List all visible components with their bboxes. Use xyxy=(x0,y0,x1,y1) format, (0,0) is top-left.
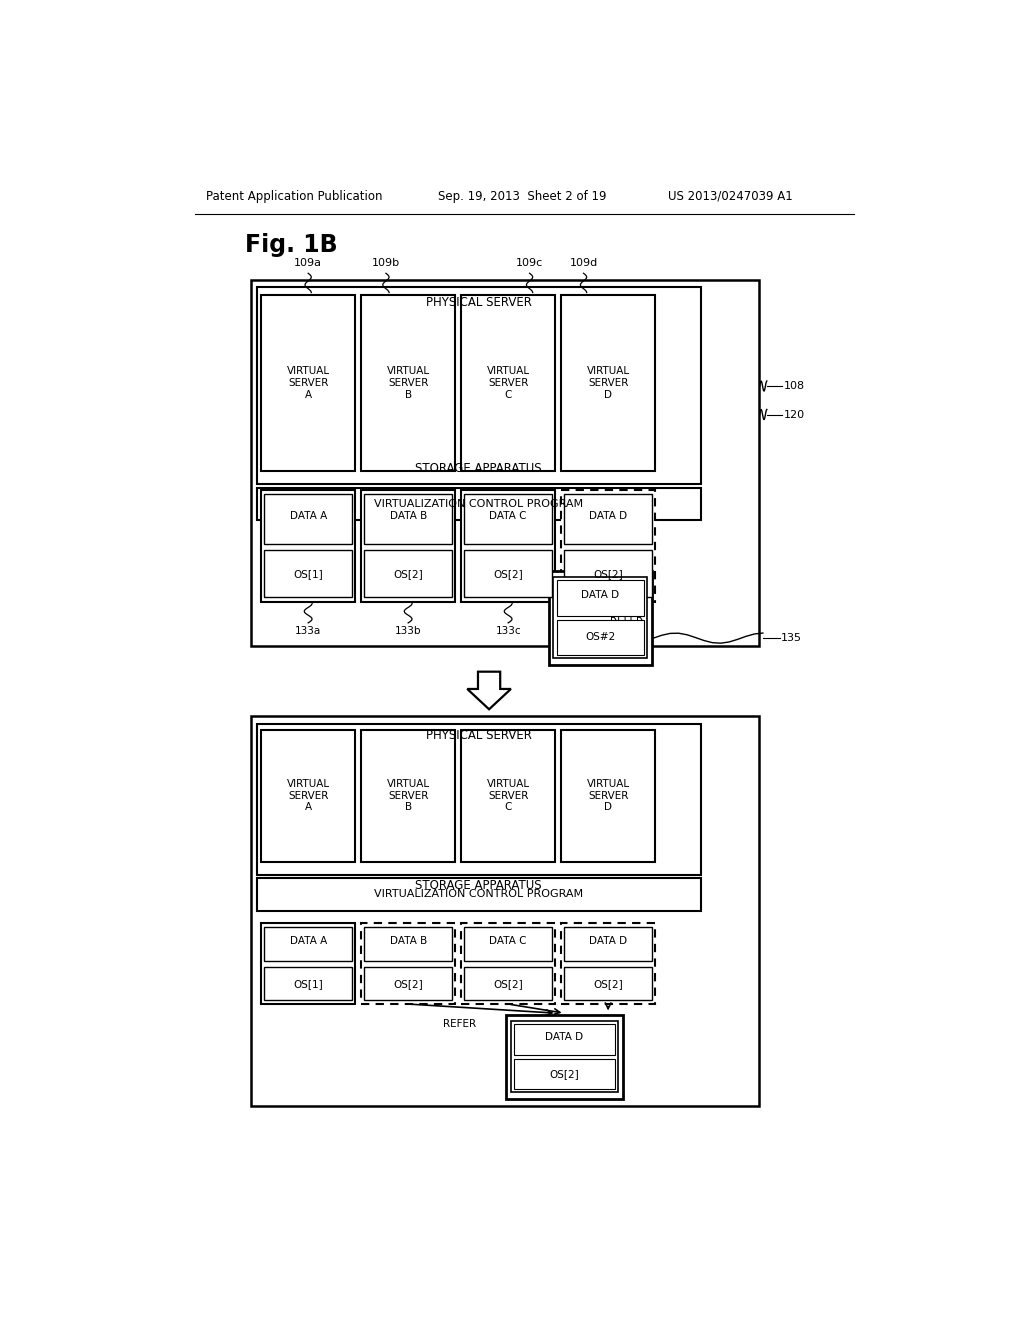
Text: DATA D: DATA D xyxy=(589,936,627,946)
Bar xyxy=(251,280,759,647)
Bar xyxy=(257,288,701,483)
Text: OS[2]: OS[2] xyxy=(494,569,523,578)
Bar xyxy=(361,730,455,862)
Bar xyxy=(257,878,701,911)
Bar xyxy=(261,923,355,1005)
Bar xyxy=(365,968,452,1001)
Bar xyxy=(461,923,555,1005)
Bar xyxy=(465,549,552,598)
Text: VIRTUAL
SERVER
B: VIRTUAL SERVER B xyxy=(387,367,430,400)
Text: VIRTUAL
SERVER
C: VIRTUAL SERVER C xyxy=(486,779,529,812)
Bar xyxy=(264,968,352,1001)
Bar xyxy=(564,968,652,1001)
Text: Sep. 19, 2013  Sheet 2 of 19: Sep. 19, 2013 Sheet 2 of 19 xyxy=(437,190,606,202)
Text: 109b: 109b xyxy=(372,259,400,268)
Text: 135: 135 xyxy=(781,634,802,643)
Text: Fig. 1B: Fig. 1B xyxy=(246,232,338,257)
Bar xyxy=(264,927,352,961)
Bar xyxy=(365,494,452,544)
Text: DATA C: DATA C xyxy=(489,936,527,946)
Bar xyxy=(553,577,647,659)
Bar xyxy=(465,968,552,1001)
Bar xyxy=(506,1015,624,1098)
Bar xyxy=(564,494,652,544)
Bar xyxy=(251,717,759,1106)
Bar xyxy=(365,549,452,598)
Bar xyxy=(461,294,555,471)
Text: PHYSICAL SERVER: PHYSICAL SERVER xyxy=(426,296,531,309)
Text: OS[2]: OS[2] xyxy=(494,978,523,989)
Text: REFER: REFER xyxy=(610,612,643,623)
Text: OS#2: OS#2 xyxy=(585,632,615,642)
Bar xyxy=(257,723,701,875)
Bar xyxy=(557,581,644,615)
Text: STORAGE APPARATUS: STORAGE APPARATUS xyxy=(416,462,542,475)
Bar xyxy=(511,1022,618,1093)
Bar xyxy=(264,549,352,598)
Bar xyxy=(465,494,552,544)
Bar xyxy=(264,494,352,544)
Text: VIRTUAL
SERVER
D: VIRTUAL SERVER D xyxy=(587,367,630,400)
Bar xyxy=(361,294,455,471)
Text: OS[2]: OS[2] xyxy=(593,978,623,989)
Text: VIRTUAL
SERVER
C: VIRTUAL SERVER C xyxy=(486,367,529,400)
Bar xyxy=(361,490,455,602)
Text: OS[2]: OS[2] xyxy=(593,569,623,578)
Text: DATA B: DATA B xyxy=(389,936,427,946)
Bar xyxy=(365,927,452,961)
Text: VIRTUALIZATION CONTROL PROGRAM: VIRTUALIZATION CONTROL PROGRAM xyxy=(374,499,584,510)
Bar xyxy=(261,294,355,471)
Text: OS[1]: OS[1] xyxy=(293,569,323,578)
Bar xyxy=(561,923,655,1005)
Bar xyxy=(557,620,644,656)
Text: DATA D: DATA D xyxy=(582,590,620,601)
Bar xyxy=(461,730,555,862)
Bar xyxy=(561,294,655,471)
Text: US 2013/0247039 A1: US 2013/0247039 A1 xyxy=(668,190,793,202)
Text: DATA A: DATA A xyxy=(290,936,327,946)
Text: OS[1]: OS[1] xyxy=(293,978,323,989)
Text: OS[2]: OS[2] xyxy=(393,978,423,989)
Text: DATA B: DATA B xyxy=(389,511,427,520)
Bar xyxy=(561,490,655,602)
Text: VIRTUAL
SERVER
A: VIRTUAL SERVER A xyxy=(287,367,330,400)
Text: OS[2]: OS[2] xyxy=(393,569,423,578)
Bar xyxy=(465,927,552,961)
Text: VIRTUAL
SERVER
A: VIRTUAL SERVER A xyxy=(287,779,330,812)
Text: DATA C: DATA C xyxy=(489,511,527,520)
Text: VIRTUAL
SERVER
B: VIRTUAL SERVER B xyxy=(387,779,430,812)
Text: DATA D: DATA D xyxy=(589,511,627,520)
Bar xyxy=(514,1024,615,1055)
Bar xyxy=(361,923,455,1005)
Text: VIRTUALIZATION CONTROL PROGRAM: VIRTUALIZATION CONTROL PROGRAM xyxy=(374,890,584,899)
Text: OS[2]: OS[2] xyxy=(550,1069,580,1078)
Text: 133c: 133c xyxy=(496,626,521,636)
Bar xyxy=(257,487,701,520)
Bar xyxy=(261,490,355,602)
Text: 108: 108 xyxy=(783,381,805,391)
Text: 109d: 109d xyxy=(569,259,598,268)
Text: 109a: 109a xyxy=(294,259,323,268)
Bar xyxy=(564,927,652,961)
Bar xyxy=(261,730,355,862)
Bar xyxy=(514,1059,615,1089)
Text: DATA A: DATA A xyxy=(290,511,327,520)
Text: 109c: 109c xyxy=(516,259,543,268)
Bar xyxy=(561,730,655,862)
Bar xyxy=(564,549,652,598)
Text: 120: 120 xyxy=(783,409,805,420)
Text: 133a: 133a xyxy=(295,626,322,636)
Text: REFER: REFER xyxy=(443,1019,476,1030)
Text: STORAGE APPARATUS: STORAGE APPARATUS xyxy=(416,879,542,891)
Text: VIRTUAL
SERVER
D: VIRTUAL SERVER D xyxy=(587,779,630,812)
Polygon shape xyxy=(467,672,511,709)
Text: DATA D: DATA D xyxy=(546,1032,584,1041)
Text: 133b: 133b xyxy=(395,626,422,636)
Bar xyxy=(461,490,555,602)
Text: Patent Application Publication: Patent Application Publication xyxy=(206,190,382,202)
Bar xyxy=(549,572,652,664)
Text: PHYSICAL SERVER: PHYSICAL SERVER xyxy=(426,729,531,742)
